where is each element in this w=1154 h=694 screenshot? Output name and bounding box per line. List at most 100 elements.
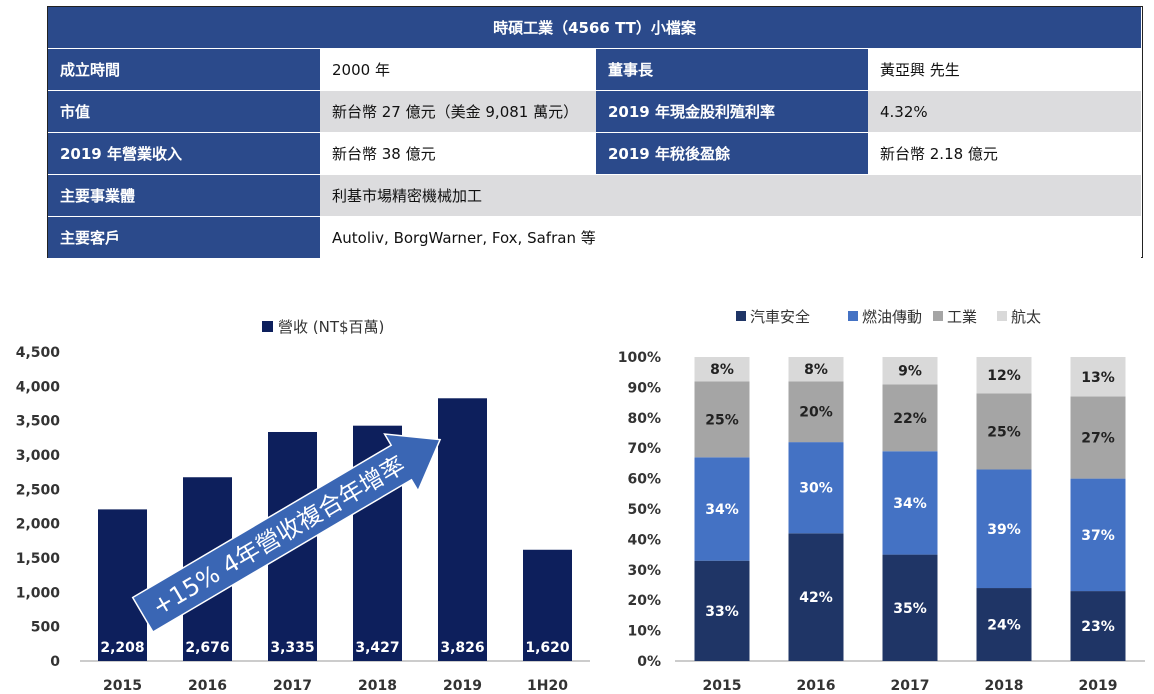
y-tick-label: 0 <box>50 654 60 670</box>
stacked-segment <box>694 560 750 661</box>
y-tick-label: 500 <box>31 620 60 636</box>
segment-value-label: 20% <box>799 405 833 421</box>
legend-swatch <box>997 311 1007 321</box>
y-tick-label: 1,000 <box>16 585 61 601</box>
segment-value-label: 37% <box>1081 528 1115 544</box>
bar-value-label: 2,676 <box>185 640 229 656</box>
x-tick-label: 2016 <box>797 678 836 694</box>
table-row: 主要客戶 Autoliv, BorgWarner, Fox, Safran 等 <box>48 216 1141 258</box>
y-tick-label: 2,000 <box>16 517 61 533</box>
y-tick-label: 3,500 <box>16 414 61 430</box>
row-value: 新台幣 38 億元 <box>320 133 596 174</box>
y-tick-label: 90% <box>627 380 661 396</box>
segment-value-label: 35% <box>893 601 927 617</box>
revenue-bar-chart: 營收 (NT$百萬) 0 500 1,000 1,500 2,000 2,500 3,000 3… <box>16 318 590 694</box>
table-header-row: 時碩工業（4566 TT）小檔案 <box>48 7 1141 48</box>
stacked-segment <box>976 357 1032 394</box>
segment-value-label: 42% <box>799 590 833 606</box>
x-tick-label: 2017 <box>273 678 312 694</box>
x-tick-label: 2015 <box>103 678 142 694</box>
segment-value-label: 34% <box>893 496 927 512</box>
y-tick-label: 40% <box>627 532 661 548</box>
stacked-segment <box>976 588 1032 661</box>
segment-value-label: 9% <box>898 364 922 380</box>
cagr-arrow-shape <box>131 433 442 634</box>
y-tick-label: 0% <box>637 654 661 670</box>
stacked-segment <box>788 357 844 382</box>
bar-value-label: 3,427 <box>355 640 399 656</box>
row-label: 2019 年營業收入 <box>48 133 320 174</box>
row-value: 新台幣 27 億元（美金 9,081 萬元） <box>320 91 596 132</box>
x-tick-label: 2017 <box>891 678 930 694</box>
stacked-segment <box>1070 357 1126 397</box>
segment-value-label: 34% <box>705 502 739 518</box>
segment-stacked-bar-chart: 汽車安全 燃油傳動 工業 航太 0% 10% 20% 30% 40% 50% 60% 70% 80% 90… <box>618 308 1145 694</box>
stacked-segment <box>788 442 844 534</box>
stacked-segment <box>788 381 844 443</box>
bar-value-label: 1,620 <box>525 640 570 656</box>
row-value: 利基市場精密機械加工 <box>320 175 1141 216</box>
stacked-segment <box>788 533 844 661</box>
y-tick-label: 80% <box>627 411 661 427</box>
stacked-segment <box>882 384 938 452</box>
row-label: 2019 年稅後盈餘 <box>596 133 868 174</box>
x-tick-label: 2015 <box>703 678 742 694</box>
stacked-segment <box>976 393 1032 470</box>
segment-value-label: 22% <box>893 411 927 427</box>
row-label: 市值 <box>48 91 320 132</box>
y-tick-label: 30% <box>627 563 661 579</box>
x-tick-label: 2019 <box>443 678 482 694</box>
segment-value-label: 25% <box>987 424 1021 440</box>
table-row: 2019 年營業收入 新台幣 38 億元 2019 年稅後盈餘 新台幣 2.18… <box>48 132 1141 174</box>
legend-swatch <box>262 321 273 332</box>
y-tick-label: 2,500 <box>16 482 61 498</box>
stacked-segment <box>882 451 938 555</box>
x-tick-label: 2019 <box>1079 678 1118 694</box>
row-value: Autoliv, BorgWarner, Fox, Safran 等 <box>320 217 1141 258</box>
y-tick-label: 50% <box>627 502 661 518</box>
row-label: 主要事業體 <box>48 175 320 216</box>
table-row: 市值 新台幣 27 億元（美金 9,081 萬元） 2019 年現金股利殖利率 … <box>48 90 1141 132</box>
revenue-bar <box>523 549 572 661</box>
stacked-segment <box>976 469 1032 589</box>
revenue-bar <box>98 509 147 661</box>
y-tick-label: 60% <box>627 472 661 488</box>
y-tick-label: 1,500 <box>16 551 61 567</box>
segment-value-label: 23% <box>1081 619 1115 635</box>
stacked-segment <box>1070 478 1126 592</box>
revenue-bar <box>438 398 487 661</box>
legend-label: 燃油傳動 <box>862 308 922 326</box>
row-label: 2019 年現金股利殖利率 <box>596 91 868 132</box>
x-tick-label: 1H20 <box>527 678 568 694</box>
table-title: 時碩工業（4566 TT）小檔案 <box>48 7 1141 48</box>
segment-value-label: 12% <box>987 368 1021 384</box>
row-value: 新台幣 2.18 億元 <box>868 133 1141 174</box>
row-value: 黃亞興 先生 <box>868 49 1141 90</box>
y-tick-label: 10% <box>627 624 661 640</box>
stacked-segment <box>694 381 750 458</box>
row-value: 4.32% <box>868 91 1141 132</box>
legend-label: 工業 <box>947 308 977 326</box>
row-label: 成立時間 <box>48 49 320 90</box>
company-profile-table: 時碩工業（4566 TT）小檔案 成立時間 2000 年 董事長 黃亞興 先生 … <box>47 6 1143 258</box>
segment-value-label: 25% <box>705 412 739 428</box>
table-row: 成立時間 2000 年 董事長 黃亞興 先生 <box>48 48 1141 90</box>
row-label: 主要客戶 <box>48 217 320 258</box>
table-row: 主要事業體 利基市場精密機械加工 <box>48 174 1141 216</box>
y-tick-label: 4,000 <box>16 379 61 395</box>
bar-value-label: 3,335 <box>270 640 314 656</box>
stacked-segment <box>694 457 750 561</box>
y-tick-label: 100% <box>618 350 661 366</box>
segment-value-label: 27% <box>1081 431 1115 447</box>
segment-value-label: 24% <box>987 618 1021 634</box>
stacked-segment <box>882 357 938 385</box>
legend-label: 航太 <box>1011 308 1041 326</box>
segment-value-label: 8% <box>804 362 828 378</box>
row-value: 2000 年 <box>320 49 596 90</box>
y-tick-label: 70% <box>627 441 661 457</box>
stacked-segment <box>694 357 750 382</box>
legend-swatch <box>736 311 746 321</box>
segment-value-label: 13% <box>1081 370 1115 386</box>
bar-value-label: 2,208 <box>100 640 144 656</box>
segment-value-label: 8% <box>710 362 734 378</box>
